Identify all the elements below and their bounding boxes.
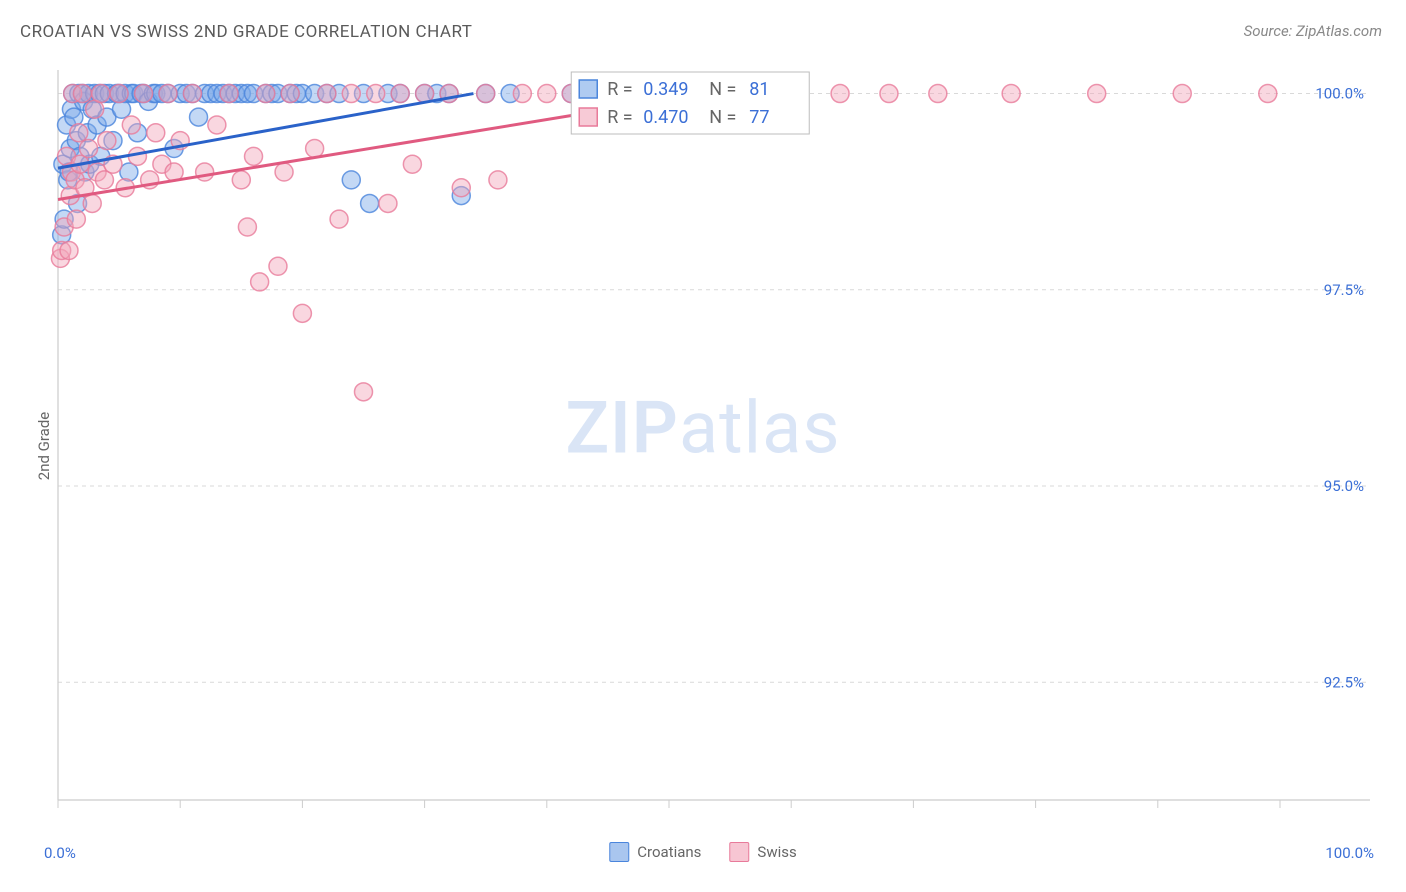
data-point [251,273,269,291]
data-point [83,194,101,212]
data-point [367,85,385,103]
data-point [238,218,256,236]
data-point [275,163,293,181]
data-point [513,85,531,103]
data-point [831,85,849,103]
data-point [220,85,238,103]
scatter-plot: 92.5% 95.0% 97.5% 100.0% R = 0.349 N = 81 R = 0.4… [50,60,1370,820]
data-point [477,85,495,103]
legend-swatch-icon [609,842,629,862]
data-point [880,85,898,103]
legend-r-value: 0.349 [643,79,688,100]
legend-swatch [579,80,597,98]
data-point [452,179,470,197]
data-point [196,163,214,181]
legend-item-swiss: Swiss [729,842,796,862]
legend-n-label: N = [709,107,736,128]
x-axis-min-label: 0.0% [44,844,76,862]
data-point [403,155,421,173]
data-point [159,85,177,103]
data-point [1088,85,1106,103]
data-point [1002,85,1020,103]
data-point [489,171,507,189]
x-axis-max-label: 100.0% [1325,844,1374,862]
legend-n-value: 81 [749,79,769,100]
legend-label: Croatians [637,843,701,861]
source-label: Source: ZipAtlas.com [1244,22,1382,40]
data-point [147,124,165,142]
data-point [538,85,556,103]
data-point [232,171,250,189]
data-point [330,210,348,228]
legend-label: Swiss [757,843,796,861]
y-tick-label: 92.5% [1324,673,1364,691]
data-point [355,383,373,401]
data-point [391,85,409,103]
data-point [269,257,287,275]
data-point [306,139,324,157]
legend-r-label: R = [607,107,632,128]
data-point [80,139,98,157]
data-point [257,85,275,103]
legend-n-value: 77 [749,107,769,128]
data-point [281,85,299,103]
data-point [67,210,85,228]
y-tick-label: 100.0% [1315,85,1364,103]
data-point [60,242,78,260]
data-point [245,147,263,165]
data-point [342,171,360,189]
data-point [135,85,153,103]
data-point [98,132,116,150]
data-point [92,85,110,103]
data-point [929,85,947,103]
data-point [122,116,140,134]
y-tick-label: 97.5% [1324,281,1364,299]
bottom-legend: Croatians Swiss [609,842,796,862]
data-point [73,85,91,103]
data-point [379,194,397,212]
data-point [110,85,128,103]
data-point [318,85,336,103]
data-point [361,194,379,212]
y-tick-label: 95.0% [1324,477,1364,495]
legend-swatch [579,108,597,126]
data-point [190,108,208,126]
chart-title: CROATIAN VS SWISS 2ND GRADE CORRELATION … [20,22,472,42]
legend-r-label: R = [607,79,632,100]
data-point [1259,85,1277,103]
legend-swatch-icon [729,842,749,862]
data-point [208,116,226,134]
data-point [70,124,88,142]
legend-r-value: 0.470 [643,107,688,128]
data-point [293,304,311,322]
legend-n-label: N = [709,79,736,100]
data-point [183,85,201,103]
data-point [1173,85,1191,103]
data-point [342,85,360,103]
legend-item-croatians: Croatians [609,842,701,862]
